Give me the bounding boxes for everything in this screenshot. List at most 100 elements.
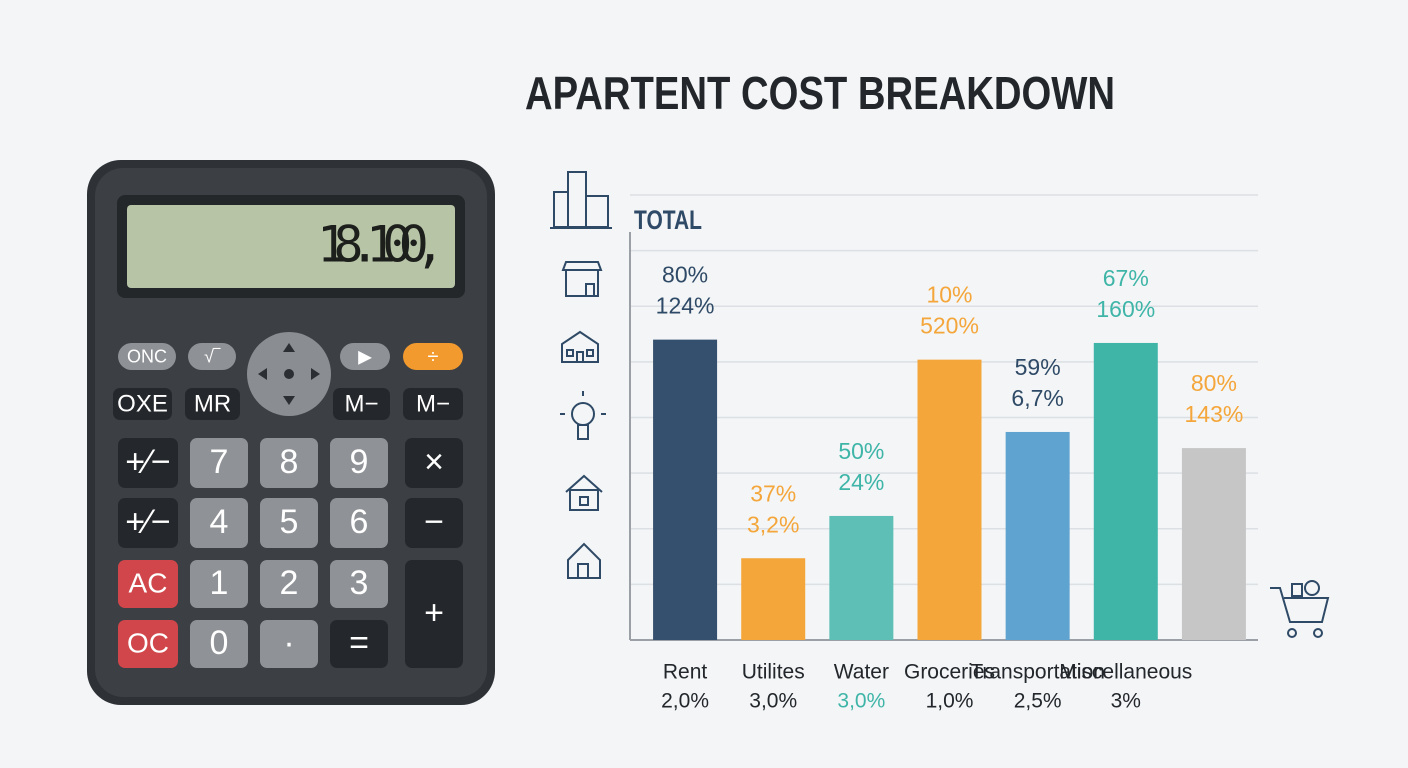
x-tick-sublabel: 2,5% <box>1014 690 1062 713</box>
calc-key[interactable] <box>190 438 248 488</box>
display <box>127 205 455 288</box>
icon-home <box>567 542 601 579</box>
calculator: 18.100, ONC √‾ ▶ ÷ OXE MR M− M− +⁄− 7 8 9 × +⁄− 4 5 6 − AC… <box>87 160 495 705</box>
calc-key[interactable] <box>260 620 318 668</box>
x-tick-sublabel: 3,0% <box>837 690 885 713</box>
bar <box>653 339 718 640</box>
dpad-right <box>311 368 320 380</box>
calc-key-label: AC <box>129 567 168 598</box>
x-tick-sublabel: 1,0% <box>926 690 974 713</box>
chart-title: APARTENT COST BREAKDOWN <box>525 67 1115 119</box>
bar-note: 10% <box>926 282 972 308</box>
bar-note: 50% <box>838 438 884 464</box>
calc-key-label: × <box>424 443 444 481</box>
calc-key-label: √‾ <box>204 346 221 366</box>
calc-key[interactable] <box>330 620 388 668</box>
calc-key[interactable] <box>190 620 248 668</box>
icon-house <box>565 474 603 511</box>
keypad: ONC √‾ ▶ ÷ OXE MR M− M− +⁄− 7 8 9 × +⁄− 4 5 6 − AC 1 2 3 + OC 0 ·… <box>113 343 463 668</box>
bar-note: 37% <box>750 480 796 506</box>
x-tick-label: Water <box>834 661 889 684</box>
calc-key[interactable] <box>260 498 318 548</box>
bar <box>1093 342 1158 640</box>
calc-key-label: 7 <box>210 443 229 481</box>
calc-key[interactable] <box>333 388 390 420</box>
x-tick-label: Rent <box>663 661 708 684</box>
dpad-left <box>258 368 267 380</box>
bar-note: 67% <box>1103 265 1149 291</box>
bar-note: 6,7% <box>1011 385 1063 411</box>
bar <box>741 558 806 640</box>
calc-key-label: M− <box>416 390 450 417</box>
calc-key[interactable] <box>260 438 318 488</box>
calc-key[interactable] <box>118 343 176 370</box>
x-tick-label: Miscellaneous <box>1059 661 1192 684</box>
icon-house-row <box>561 330 599 363</box>
bar <box>1181 448 1246 640</box>
calc-key-label: 1 <box>210 564 229 602</box>
bar-note: 3,2% <box>747 511 799 537</box>
calc-key-label: 4 <box>210 503 229 541</box>
dpad-down <box>283 396 295 405</box>
calc-key[interactable] <box>118 560 178 608</box>
calc-key[interactable] <box>403 388 463 420</box>
calc-key[interactable] <box>403 343 463 370</box>
calc-key[interactable] <box>330 498 388 548</box>
calc-key[interactable] <box>118 620 178 668</box>
calc-key-label: = <box>349 624 369 662</box>
calc-key-label: MR <box>194 390 231 417</box>
calc-key[interactable] <box>405 438 463 488</box>
display-text: 18.100, <box>317 216 445 274</box>
chart: 80% 124% Rent 2,0% 37% 3,2% Utilites 3,0% 50% 24%… <box>629 194 1258 713</box>
x-tick-sublabel: 3% <box>1111 690 1141 713</box>
x-tick-label: Transportation <box>970 661 1105 684</box>
calc-key[interactable] <box>113 388 172 420</box>
icon-buildings <box>550 171 612 229</box>
calc-key-label: OC <box>127 627 169 658</box>
calc-key[interactable] <box>260 560 318 608</box>
icon-bulb <box>560 391 606 440</box>
calc-key[interactable] <box>405 560 463 668</box>
calc-key[interactable] <box>405 498 463 548</box>
y-axis-label: TOTAL <box>634 205 702 235</box>
x-tick-label: Groceries <box>904 661 995 684</box>
icons <box>550 171 1330 638</box>
calc-key-label: · <box>283 624 294 662</box>
calc-key[interactable] <box>330 560 388 608</box>
calc-key-label: 2 <box>280 564 299 602</box>
calc-key-label: +⁄− <box>125 503 170 541</box>
calc-key[interactable] <box>340 343 390 370</box>
calc-key[interactable] <box>188 343 236 370</box>
calc-key[interactable] <box>118 438 178 488</box>
bar-note: 80% <box>1191 370 1237 396</box>
calc-key-label: 3 <box>350 564 369 602</box>
dpad-up <box>283 343 295 352</box>
bar <box>1005 431 1070 640</box>
calc-key[interactable] <box>190 498 248 548</box>
calc-key-label: ONC <box>127 346 167 366</box>
calc-key[interactable] <box>118 498 178 548</box>
calc-key[interactable] <box>330 438 388 488</box>
calc-key[interactable] <box>190 560 248 608</box>
bar-note: 80% <box>662 262 708 288</box>
calc-key-label: OXE <box>117 390 168 417</box>
calc-key-label: 0 <box>210 624 229 662</box>
calc-key[interactable] <box>185 388 240 420</box>
calc-key-label: − <box>424 503 444 541</box>
calc-key-label: 6 <box>350 503 369 541</box>
calc-key-label: ÷ <box>428 346 439 368</box>
calc-key-label: ▶ <box>358 346 372 366</box>
x-tick-sublabel: 2,0% <box>661 690 709 713</box>
calc-key-label: M− <box>344 390 378 417</box>
calc-key-label: + <box>424 594 444 632</box>
x-tick-label: Utilites <box>742 661 805 684</box>
calc-key-label: 5 <box>280 503 299 541</box>
bar-note: 143% <box>1185 401 1244 427</box>
calc-key-label: +⁄− <box>125 443 170 481</box>
bar-note: 160% <box>1096 296 1155 322</box>
bar-note: 59% <box>1015 354 1061 380</box>
calc-key-label: 8 <box>280 443 299 481</box>
calc-key-label: 9 <box>350 443 369 481</box>
x-tick-sublabel: 3,0% <box>749 690 797 713</box>
